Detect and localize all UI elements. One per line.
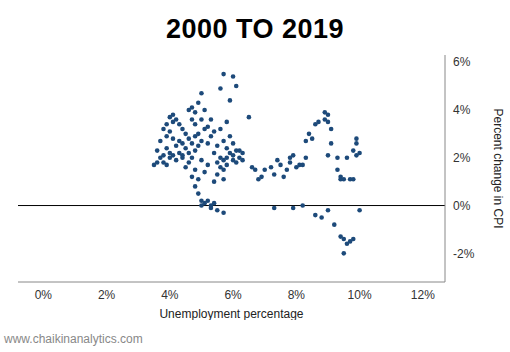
html-text:www.chaikinanalytics.com: www.chaikinanalytics.com [4,332,143,346]
svg-text:10%: 10% [348,288,372,302]
svg-text:Unemployment percentage: Unemployment percentage [159,307,303,320]
svg-text:0%: 0% [35,288,53,302]
svg-text:2%: 2% [453,151,471,165]
svg-text:6%: 6% [453,55,471,69]
svg-text:4%: 4% [453,103,471,117]
svg-text:6%: 6% [224,288,242,302]
svg-text:-2%: -2% [453,247,475,261]
svg-text:2%: 2% [98,288,116,302]
svg-text:0%: 0% [453,199,471,213]
html-text:2000 TO 2019: 2000 TO 2019 [165,14,345,44]
svg-text:8%: 8% [288,288,306,302]
svg-text:Percent change in CPI: Percent change in CPI [491,108,502,228]
svg-text:12%: 12% [411,288,435,302]
svg-text:4%: 4% [161,288,179,302]
